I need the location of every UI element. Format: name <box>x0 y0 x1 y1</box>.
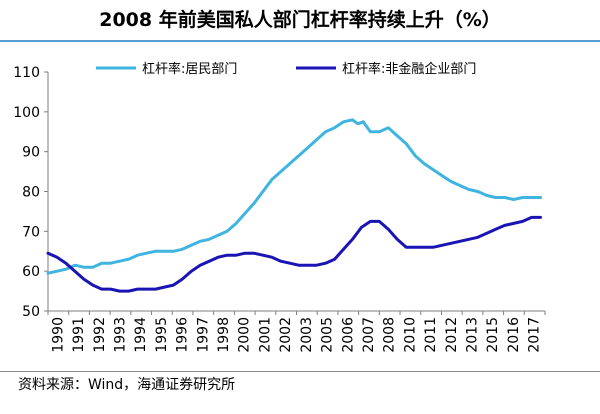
x-tick-label: 2005 <box>320 317 336 353</box>
y-tick-label: 110 <box>13 65 40 81</box>
x-tick-label: 2002 <box>278 317 294 353</box>
y-tick-label: 80 <box>22 185 40 201</box>
x-tick-label: 2003 <box>299 317 315 353</box>
x-tick-label: 1992 <box>92 317 108 353</box>
x-tick-label: 2001 <box>257 317 273 353</box>
x-tick-label: 1996 <box>175 317 191 353</box>
x-tick-label: 2017 <box>527 317 543 353</box>
y-tick-label: 50 <box>22 304 40 320</box>
series-line-1 <box>46 215 542 293</box>
y-tick-label: 70 <box>22 224 40 240</box>
series-group <box>46 118 542 293</box>
x-tick-label: 2011 <box>423 317 439 353</box>
x-tick-label: 2012 <box>444 317 460 353</box>
x-tick-label: 1995 <box>154 317 170 353</box>
x-axis: 1990 1991 1992 1993 1994 1995 1996 1997 1998 2000… <box>47 310 546 353</box>
x-tick-label: 2016 <box>506 317 522 353</box>
x-tick-label: 2006 <box>340 317 356 353</box>
x-tick-label: 1990 <box>50 317 66 353</box>
x-tick-label: 1993 <box>112 317 128 353</box>
x-tick-label: 2010 <box>402 317 418 353</box>
y-tick-label: 100 <box>13 105 40 121</box>
x-tick-label: 2000 <box>237 317 253 353</box>
chart-title: 2008 年前美国私人部门杠杆率持续上升（%） <box>99 9 501 31</box>
x-tick-label: 1991 <box>71 317 87 353</box>
x-tick-label: 1994 <box>133 317 149 353</box>
legend-label: 杠杆率:居民部门 <box>142 61 237 77</box>
x-tick-label: 1998 <box>216 317 232 353</box>
x-tick-label: 2008 <box>382 317 398 353</box>
legend: 杠杆率:居民部门 杠杆率:非金融企业部门 <box>96 61 476 77</box>
y-tick-label: 90 <box>22 145 40 161</box>
y-tick-label: 60 <box>22 264 40 280</box>
legend-label: 杠杆率:非金融企业部门 <box>342 61 476 77</box>
y-axis: 50 60 70 80 90 100 110 <box>13 65 49 320</box>
x-tick-label: 2013 <box>465 317 481 353</box>
x-tick-label: 2015 <box>485 317 501 353</box>
source-note: 资料来源：Wind，海通证券研究所 <box>18 377 236 393</box>
source-divider <box>0 371 600 372</box>
title-divider <box>0 40 600 42</box>
x-tick-label: 1997 <box>195 317 211 353</box>
line-chart: 50 60 70 80 90 100 110 1990 1991 1992 1993 1994 199… <box>13 61 546 353</box>
series-line-0 <box>46 118 542 275</box>
x-tick-label: 2007 <box>361 317 377 353</box>
